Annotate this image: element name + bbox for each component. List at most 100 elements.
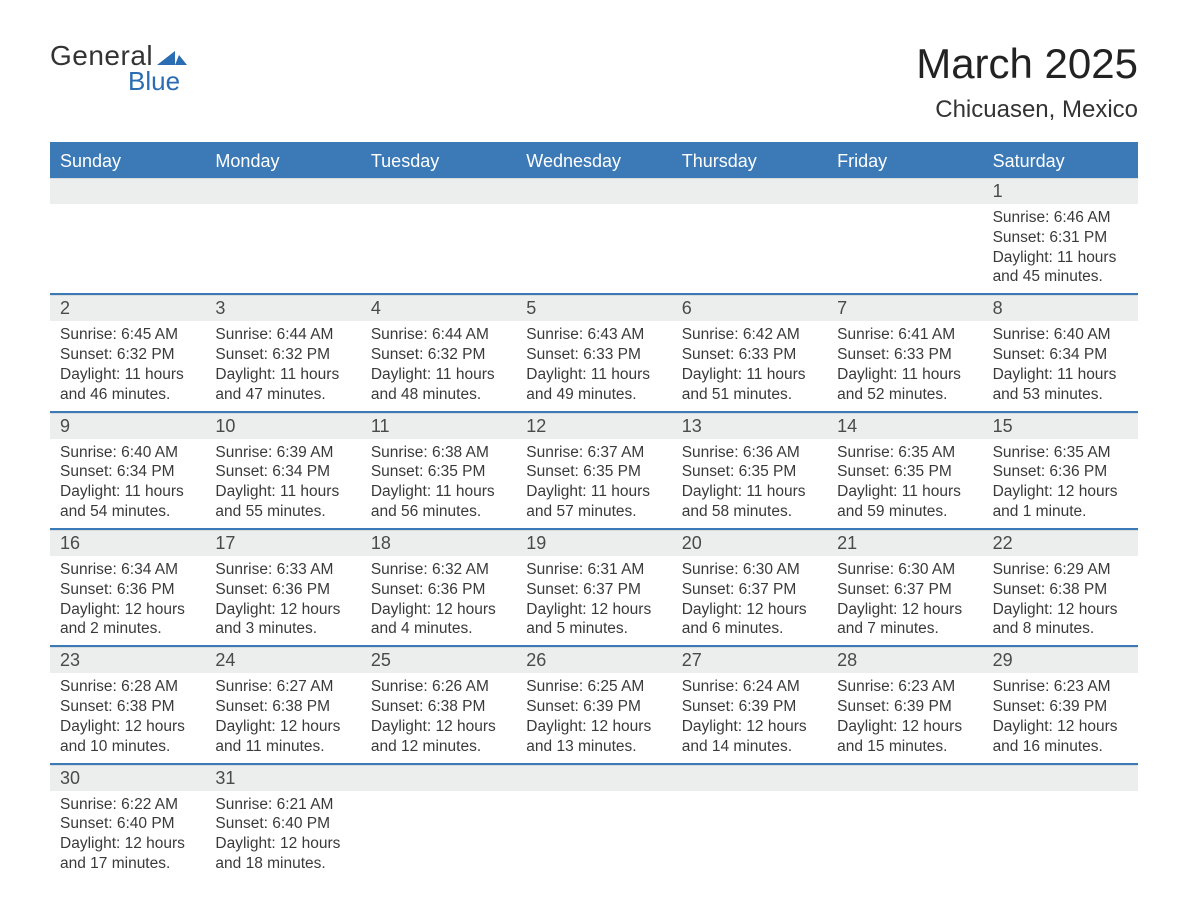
empty-day-number (361, 178, 516, 204)
empty-day-body (827, 791, 982, 869)
day-number: 15 (983, 413, 1138, 439)
day-number: 30 (50, 765, 205, 791)
day-body: Sunrise: 6:40 AMSunset: 6:34 PMDaylight:… (50, 439, 205, 528)
day-cell: 11Sunrise: 6:38 AMSunset: 6:35 PMDayligh… (361, 413, 516, 528)
day-number: 19 (516, 530, 671, 556)
dow-cell: Tuesday (361, 145, 516, 178)
day-cell: 12Sunrise: 6:37 AMSunset: 6:35 PMDayligh… (516, 413, 671, 528)
header: General Blue March 2025 Chicuasen, Mexic… (50, 40, 1138, 124)
day-number: 11 (361, 413, 516, 439)
empty-day-number (672, 765, 827, 791)
day-cell: 17Sunrise: 6:33 AMSunset: 6:36 PMDayligh… (205, 530, 360, 645)
empty-day-number (516, 765, 671, 791)
day-body: Sunrise: 6:24 AMSunset: 6:39 PMDaylight:… (672, 673, 827, 762)
day-cell: 23Sunrise: 6:28 AMSunset: 6:38 PMDayligh… (50, 647, 205, 762)
day-cell: 14Sunrise: 6:35 AMSunset: 6:35 PMDayligh… (827, 413, 982, 528)
calendar: SundayMondayTuesdayWednesdayThursdayFrid… (50, 142, 1138, 880)
day-cell: 4Sunrise: 6:44 AMSunset: 6:32 PMDaylight… (361, 295, 516, 410)
day-body: Sunrise: 6:34 AMSunset: 6:36 PMDaylight:… (50, 556, 205, 645)
empty-day-body (361, 791, 516, 869)
day-number: 12 (516, 413, 671, 439)
day-number: 16 (50, 530, 205, 556)
day-body: Sunrise: 6:26 AMSunset: 6:38 PMDaylight:… (361, 673, 516, 762)
day-number: 5 (516, 295, 671, 321)
logo: General Blue (50, 40, 187, 97)
day-body: Sunrise: 6:35 AMSunset: 6:35 PMDaylight:… (827, 439, 982, 528)
day-number: 4 (361, 295, 516, 321)
logo-text-blue: Blue (128, 66, 180, 97)
empty-day-number (827, 765, 982, 791)
day-body: Sunrise: 6:37 AMSunset: 6:35 PMDaylight:… (516, 439, 671, 528)
day-number: 2 (50, 295, 205, 321)
week-row: 30Sunrise: 6:22 AMSunset: 6:40 PMDayligh… (50, 765, 1138, 880)
week-row: 16Sunrise: 6:34 AMSunset: 6:36 PMDayligh… (50, 530, 1138, 647)
day-cell: 25Sunrise: 6:26 AMSunset: 6:38 PMDayligh… (361, 647, 516, 762)
location: Chicuasen, Mexico (916, 96, 1138, 124)
day-cell: 3Sunrise: 6:44 AMSunset: 6:32 PMDaylight… (205, 295, 360, 410)
day-cell: 18Sunrise: 6:32 AMSunset: 6:36 PMDayligh… (361, 530, 516, 645)
day-body: Sunrise: 6:41 AMSunset: 6:33 PMDaylight:… (827, 321, 982, 410)
day-cell: 8Sunrise: 6:40 AMSunset: 6:34 PMDaylight… (983, 295, 1138, 410)
day-cell (672, 178, 827, 293)
day-number: 29 (983, 647, 1138, 673)
day-number: 8 (983, 295, 1138, 321)
dow-cell: Saturday (983, 145, 1138, 178)
day-cell: 29Sunrise: 6:23 AMSunset: 6:39 PMDayligh… (983, 647, 1138, 762)
day-cell: 13Sunrise: 6:36 AMSunset: 6:35 PMDayligh… (672, 413, 827, 528)
empty-day-number (827, 178, 982, 204)
day-cell: 16Sunrise: 6:34 AMSunset: 6:36 PMDayligh… (50, 530, 205, 645)
day-body: Sunrise: 6:23 AMSunset: 6:39 PMDaylight:… (827, 673, 982, 762)
empty-day-number (672, 178, 827, 204)
day-body: Sunrise: 6:35 AMSunset: 6:36 PMDaylight:… (983, 439, 1138, 528)
day-number: 28 (827, 647, 982, 673)
day-body: Sunrise: 6:33 AMSunset: 6:36 PMDaylight:… (205, 556, 360, 645)
empty-day-body (827, 204, 982, 282)
day-number: 6 (672, 295, 827, 321)
day-cell (205, 178, 360, 293)
empty-day-body (361, 204, 516, 282)
day-body: Sunrise: 6:43 AMSunset: 6:33 PMDaylight:… (516, 321, 671, 410)
empty-day-body (516, 204, 671, 282)
day-body: Sunrise: 6:46 AMSunset: 6:31 PMDaylight:… (983, 204, 1138, 293)
day-number: 31 (205, 765, 360, 791)
dow-cell: Wednesday (516, 145, 671, 178)
day-body: Sunrise: 6:22 AMSunset: 6:40 PMDaylight:… (50, 791, 205, 880)
empty-day-body (672, 791, 827, 869)
dow-cell: Monday (205, 145, 360, 178)
dow-row: SundayMondayTuesdayWednesdayThursdayFrid… (50, 145, 1138, 178)
day-number: 20 (672, 530, 827, 556)
empty-day-body (983, 791, 1138, 869)
day-cell (672, 765, 827, 880)
month-title: March 2025 (916, 40, 1138, 88)
day-number: 9 (50, 413, 205, 439)
week-row: 23Sunrise: 6:28 AMSunset: 6:38 PMDayligh… (50, 647, 1138, 764)
day-number: 26 (516, 647, 671, 673)
day-body: Sunrise: 6:42 AMSunset: 6:33 PMDaylight:… (672, 321, 827, 410)
day-number: 1 (983, 178, 1138, 204)
day-number: 3 (205, 295, 360, 321)
day-body: Sunrise: 6:44 AMSunset: 6:32 PMDaylight:… (361, 321, 516, 410)
dow-cell: Sunday (50, 145, 205, 178)
day-cell: 7Sunrise: 6:41 AMSunset: 6:33 PMDaylight… (827, 295, 982, 410)
day-number: 13 (672, 413, 827, 439)
day-cell: 1Sunrise: 6:46 AMSunset: 6:31 PMDaylight… (983, 178, 1138, 293)
day-cell (827, 178, 982, 293)
day-body: Sunrise: 6:21 AMSunset: 6:40 PMDaylight:… (205, 791, 360, 880)
empty-day-body (205, 204, 360, 282)
day-body: Sunrise: 6:31 AMSunset: 6:37 PMDaylight:… (516, 556, 671, 645)
day-body: Sunrise: 6:45 AMSunset: 6:32 PMDaylight:… (50, 321, 205, 410)
day-body: Sunrise: 6:44 AMSunset: 6:32 PMDaylight:… (205, 321, 360, 410)
day-body: Sunrise: 6:29 AMSunset: 6:38 PMDaylight:… (983, 556, 1138, 645)
day-number: 25 (361, 647, 516, 673)
empty-day-number (516, 178, 671, 204)
day-cell: 10Sunrise: 6:39 AMSunset: 6:34 PMDayligh… (205, 413, 360, 528)
empty-day-number (983, 765, 1138, 791)
day-cell: 21Sunrise: 6:30 AMSunset: 6:37 PMDayligh… (827, 530, 982, 645)
day-cell: 19Sunrise: 6:31 AMSunset: 6:37 PMDayligh… (516, 530, 671, 645)
day-number: 27 (672, 647, 827, 673)
empty-day-number (205, 178, 360, 204)
day-body: Sunrise: 6:25 AMSunset: 6:39 PMDaylight:… (516, 673, 671, 762)
day-number: 17 (205, 530, 360, 556)
day-cell (50, 178, 205, 293)
empty-day-number (361, 765, 516, 791)
